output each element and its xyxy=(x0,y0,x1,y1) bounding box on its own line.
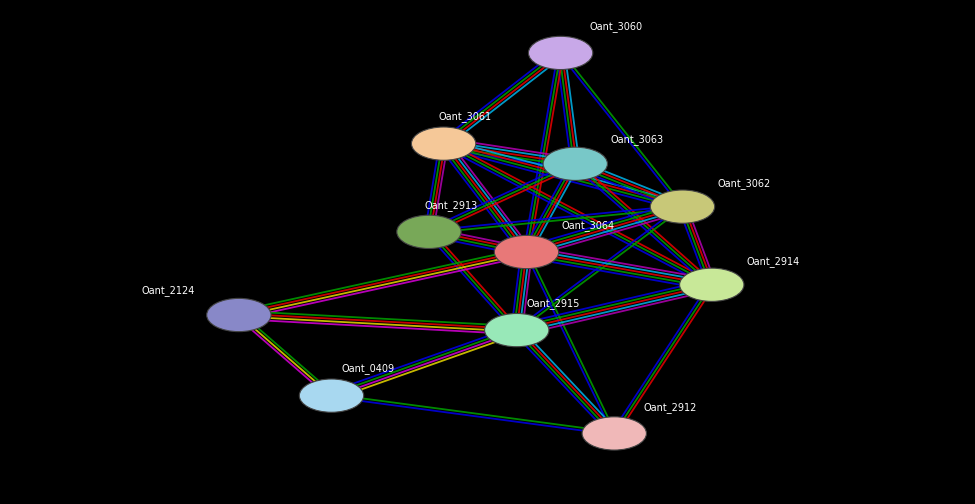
Circle shape xyxy=(680,268,744,301)
Text: Oant_3061: Oant_3061 xyxy=(439,111,491,122)
Text: Oant_2915: Oant_2915 xyxy=(526,298,580,309)
Circle shape xyxy=(528,36,593,70)
Circle shape xyxy=(207,298,271,332)
Circle shape xyxy=(543,147,607,180)
Circle shape xyxy=(299,379,364,412)
Text: Oant_3064: Oant_3064 xyxy=(562,220,614,231)
Text: Oant_2124: Oant_2124 xyxy=(141,285,195,296)
Text: Oant_2914: Oant_2914 xyxy=(747,256,800,267)
Circle shape xyxy=(650,190,715,223)
Circle shape xyxy=(485,313,549,347)
Text: Oant_3060: Oant_3060 xyxy=(590,21,643,32)
Text: Oant_3062: Oant_3062 xyxy=(718,178,771,189)
Circle shape xyxy=(494,235,559,269)
Circle shape xyxy=(397,215,461,248)
Circle shape xyxy=(582,417,646,450)
Text: Oant_2912: Oant_2912 xyxy=(644,402,697,413)
Circle shape xyxy=(411,127,476,160)
Text: Oant_0409: Oant_0409 xyxy=(341,363,394,374)
Text: Oant_3063: Oant_3063 xyxy=(610,134,663,145)
Text: Oant_2913: Oant_2913 xyxy=(424,200,478,211)
